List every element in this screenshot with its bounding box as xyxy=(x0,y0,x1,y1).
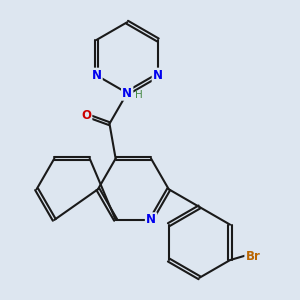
Text: H: H xyxy=(135,90,142,100)
Text: N: N xyxy=(153,69,163,82)
Text: N: N xyxy=(122,86,132,100)
Text: N: N xyxy=(92,69,101,82)
Text: N: N xyxy=(146,213,156,226)
Text: Br: Br xyxy=(246,250,260,263)
Text: O: O xyxy=(81,109,91,122)
